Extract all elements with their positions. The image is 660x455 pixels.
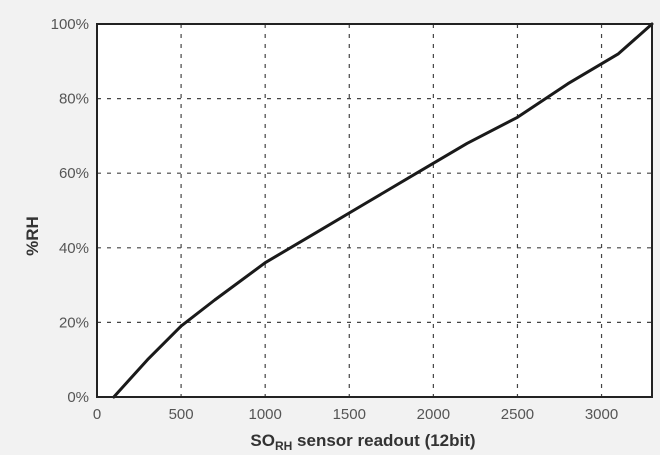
plot-frame: [96, 23, 653, 398]
x-tick-label: 2500: [501, 406, 534, 423]
x-axis-title-rest: sensor readout (12bit): [292, 431, 475, 450]
x-tick-label: 500: [169, 406, 194, 423]
y-axis-title: %RH: [23, 216, 42, 256]
y-tick-label: 0%: [67, 389, 89, 406]
x-tick-labels: 0 500 1000 1500 2000 2500 3000: [93, 406, 618, 423]
x-axis-title-sub: RH: [275, 439, 292, 453]
x-axis-title: SORH sensor readout (12bit): [250, 431, 475, 453]
x-tick-label: 3000: [585, 406, 618, 423]
x-tick-label: 2000: [417, 406, 450, 423]
y-tick-label: 80%: [59, 91, 89, 108]
grid-lines: [97, 24, 652, 397]
y-tick-label: 20%: [59, 314, 89, 331]
y-tick-label: 100%: [51, 16, 89, 33]
plot-background: [97, 24, 652, 397]
x-axis-title-main: SO: [250, 431, 275, 450]
y-tick-label: 40%: [59, 240, 89, 257]
x-tick-label: 1500: [333, 406, 366, 423]
x-tick-label: 0: [93, 406, 101, 423]
y-tick-labels: 0% 20% 40% 60% 80% 100%: [51, 16, 89, 406]
x-tick-label: 1000: [248, 406, 281, 423]
y-tick-label: 60%: [59, 165, 89, 182]
series-line: [112, 22, 654, 399]
data-series: [112, 22, 654, 399]
